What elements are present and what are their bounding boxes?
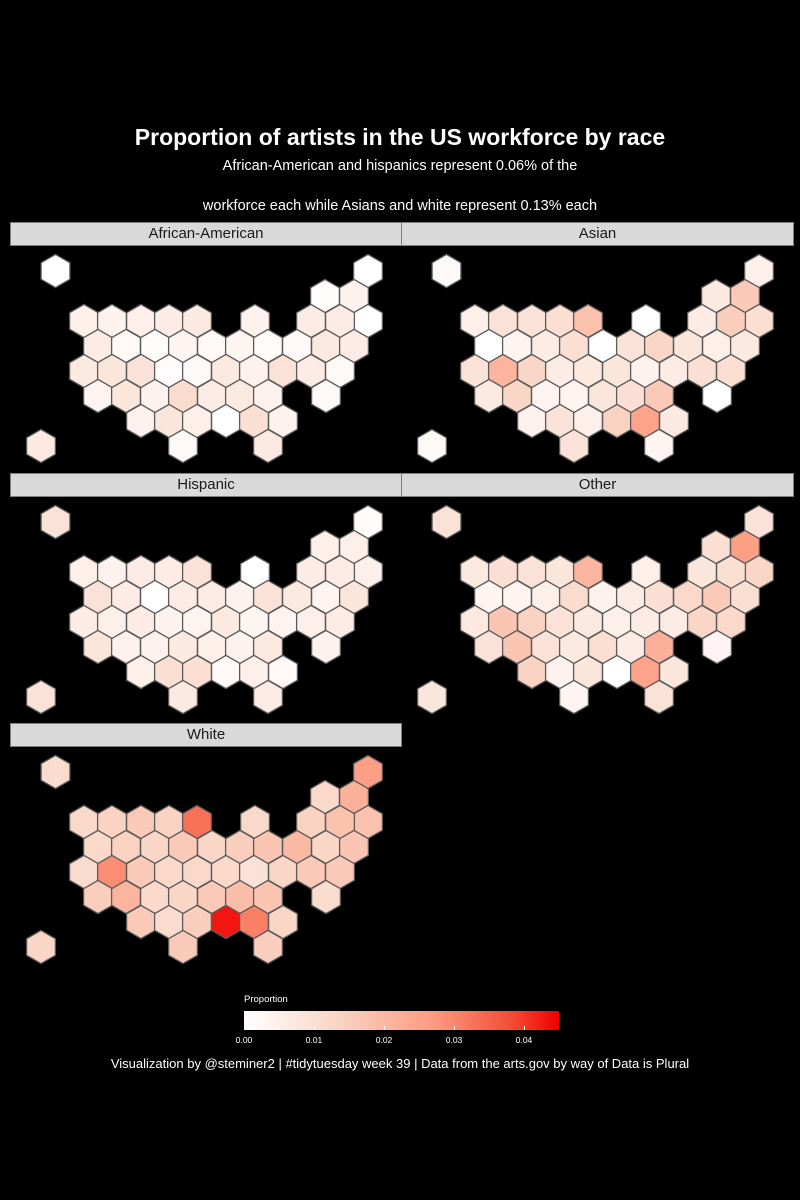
hex-cell <box>25 929 57 965</box>
legend-tick-label: 0.03 <box>445 1035 463 1045</box>
legend-tick-label: 0.00 <box>235 1035 253 1045</box>
hex-panel-african-american <box>25 253 384 464</box>
hex-cell <box>252 929 284 965</box>
hex-cell <box>310 378 342 414</box>
hex-cell <box>416 679 448 715</box>
facet-strip-asian: Asian <box>401 222 794 246</box>
hex-cell <box>701 378 733 414</box>
hex-panel-hispanic <box>25 504 384 715</box>
hex-cell <box>40 253 71 289</box>
facet-strip-african-american: African-American <box>10 222 402 246</box>
hex-cell <box>40 754 71 790</box>
hex-cell <box>40 504 71 540</box>
chart-subtitle-line-2: workforce each while Asians and white re… <box>202 198 598 214</box>
hex-cell <box>252 428 284 464</box>
hex-cell <box>310 879 342 915</box>
hex-panel-other <box>416 504 775 715</box>
legend-tick-label: 0.04 <box>515 1035 533 1045</box>
legend-tick-mark <box>454 1026 455 1030</box>
hex-cell <box>25 428 57 464</box>
hex-cell <box>701 629 733 665</box>
hex-panel-asian <box>416 253 775 464</box>
hex-cell <box>310 629 342 665</box>
facet-strip-hispanic: Hispanic <box>10 473 402 497</box>
hex-cell <box>643 428 675 464</box>
hex-cell <box>167 679 199 715</box>
hex-cell <box>558 679 590 715</box>
hex-cell <box>167 929 199 965</box>
legend-tick-label: 0.02 <box>375 1035 393 1045</box>
hex-cell <box>416 428 448 464</box>
legend-tick-mark <box>524 1026 525 1030</box>
legend-colorbar <box>244 1011 559 1030</box>
legend-tick-mark <box>384 1026 385 1030</box>
facet-strip-white: White <box>10 723 402 747</box>
chart-subtitle-line-1: African-American and hispanics represent… <box>222 158 578 174</box>
hex-cell <box>167 428 199 464</box>
hex-panel-white <box>25 754 384 965</box>
legend-tick-mark <box>314 1026 315 1030</box>
hex-cell <box>252 679 284 715</box>
facet-strip-other: Other <box>401 473 794 497</box>
hex-cell <box>431 504 462 540</box>
hex-cell <box>25 679 57 715</box>
legend-title: Proportion <box>244 994 288 1005</box>
hex-cell <box>643 679 675 715</box>
hex-cell <box>431 253 462 289</box>
chart-caption: Visualization by @steminer2 | #tidytuesd… <box>110 1056 690 1071</box>
legend-tick-label: 0.01 <box>305 1035 323 1045</box>
legend-tick-mark <box>244 1026 245 1030</box>
chart-title: Proportion of artists in the US workforc… <box>134 124 666 150</box>
hex-cell <box>558 428 590 464</box>
